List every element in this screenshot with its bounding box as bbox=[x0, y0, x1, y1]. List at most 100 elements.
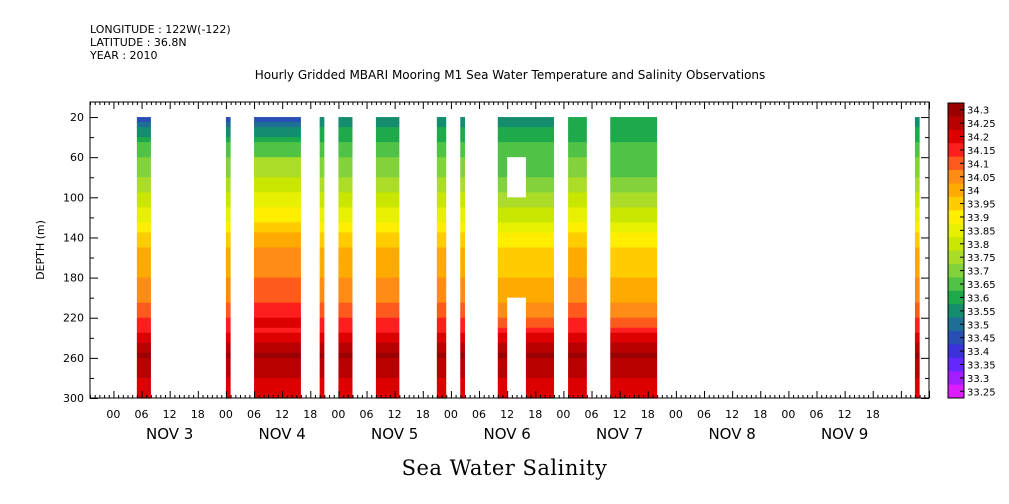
x-tick-label: 12 bbox=[725, 408, 739, 421]
heatmap-cell bbox=[319, 187, 325, 193]
heatmap-cell bbox=[914, 332, 920, 339]
heatmap-cell bbox=[375, 162, 400, 168]
heatmap-cell bbox=[136, 217, 151, 224]
heatmap-cell bbox=[914, 302, 920, 309]
heatmap-cell bbox=[610, 127, 658, 133]
heatmap-cell bbox=[460, 172, 465, 178]
heatmap-cell bbox=[914, 222, 920, 229]
heatmap-cell bbox=[338, 192, 353, 198]
heatmap-cell bbox=[568, 177, 587, 183]
x-day-label: NOV 7 bbox=[596, 425, 643, 443]
colorbar-swatch bbox=[948, 143, 964, 158]
heatmap-cell bbox=[460, 332, 465, 339]
heatmap-cell bbox=[338, 172, 353, 178]
heatmap-cell bbox=[136, 237, 151, 244]
heatmap-cell bbox=[254, 202, 301, 208]
colorbar-label: 33.9 bbox=[967, 213, 989, 224]
heatmap-cell bbox=[254, 262, 301, 269]
heatmap-cell bbox=[338, 277, 353, 284]
heatmap-cell bbox=[436, 187, 447, 193]
heatmap-cell bbox=[225, 192, 231, 198]
colorbar-swatch bbox=[948, 317, 964, 332]
heatmap-cell bbox=[375, 232, 400, 239]
heatmap-cell bbox=[914, 272, 920, 279]
heatmap-cell bbox=[914, 392, 920, 399]
heatmap-cell bbox=[460, 177, 465, 183]
heatmap-cell bbox=[436, 317, 447, 324]
heatmap-cell bbox=[497, 202, 555, 208]
x-tick-label: 18 bbox=[191, 408, 205, 421]
heatmap-cell bbox=[319, 162, 325, 168]
heatmap-cell bbox=[497, 287, 555, 294]
heatmap-cell bbox=[460, 217, 465, 224]
colorbar-swatch bbox=[948, 156, 964, 171]
heatmap-cell bbox=[375, 182, 400, 188]
heatmap-cell bbox=[436, 362, 447, 369]
heatmap-cell bbox=[319, 387, 325, 394]
heatmap-cell bbox=[568, 377, 587, 384]
heatmap-cell bbox=[375, 222, 400, 229]
heatmap-cell bbox=[610, 292, 658, 299]
heatmap-cell bbox=[610, 277, 658, 284]
heatmap-cell bbox=[338, 312, 353, 319]
heatmap-cell bbox=[610, 322, 658, 329]
heatmap-cell bbox=[136, 302, 151, 309]
colorbar-swatch bbox=[948, 223, 964, 238]
heatmap-cell bbox=[568, 312, 587, 319]
missing-data-box bbox=[507, 157, 526, 198]
heatmap-cell bbox=[610, 297, 658, 304]
heatmap-cell bbox=[338, 297, 353, 304]
heatmap-cell bbox=[338, 257, 353, 264]
heatmap-cell bbox=[338, 322, 353, 329]
heatmap-cell bbox=[497, 272, 555, 279]
colorbar-swatch bbox=[948, 371, 964, 385]
heatmap-cell bbox=[914, 197, 920, 203]
heatmap-cell bbox=[497, 292, 555, 299]
x-tick-label: 00 bbox=[669, 408, 683, 421]
heatmap-cell bbox=[375, 172, 400, 178]
heatmap-cell bbox=[497, 152, 555, 158]
heatmap-cell bbox=[375, 142, 400, 148]
heatmap-cell bbox=[914, 342, 920, 349]
heatmap-cell bbox=[319, 367, 325, 374]
colorbar-swatch bbox=[948, 344, 964, 359]
heatmap-cell bbox=[914, 287, 920, 294]
heatmap-cell bbox=[436, 192, 447, 198]
heatmap-cell bbox=[610, 357, 658, 364]
colorbar-swatch bbox=[948, 129, 964, 144]
heatmap-cell bbox=[610, 242, 658, 249]
heatmap-cell bbox=[568, 142, 587, 148]
heatmap-cell bbox=[436, 137, 447, 143]
heatmap-cell bbox=[136, 137, 151, 143]
heatmap-cell bbox=[254, 237, 301, 244]
heatmap-cell bbox=[136, 117, 151, 123]
heatmap-cell bbox=[610, 162, 658, 168]
heatmap-layer bbox=[136, 117, 920, 399]
heatmap-cell bbox=[436, 142, 447, 148]
heatmap-cell bbox=[375, 247, 400, 254]
heatmap-cell bbox=[375, 362, 400, 369]
heatmap-cell bbox=[436, 172, 447, 178]
heatmap-cell bbox=[254, 377, 301, 384]
colorbar-swatch bbox=[948, 250, 964, 265]
heatmap-cell bbox=[375, 302, 400, 309]
heatmap-cell bbox=[914, 192, 920, 198]
heatmap-cell bbox=[319, 327, 325, 334]
heatmap-cell bbox=[460, 137, 465, 143]
heatmap-cell bbox=[914, 367, 920, 374]
heatmap-cell bbox=[460, 222, 465, 229]
heatmap-cell bbox=[914, 307, 920, 314]
heatmap-cell bbox=[254, 367, 301, 374]
heatmap-cell bbox=[319, 307, 325, 314]
heatmap-cell bbox=[568, 182, 587, 188]
heatmap-cell bbox=[254, 182, 301, 188]
heatmap-cell bbox=[568, 187, 587, 193]
heatmap-cell bbox=[319, 167, 325, 173]
x-tick-label: 06 bbox=[585, 408, 599, 421]
heatmap-cell bbox=[319, 292, 325, 299]
y-tick-label: 180 bbox=[63, 272, 84, 285]
heatmap-cell bbox=[338, 377, 353, 384]
heatmap-cell bbox=[254, 252, 301, 259]
heatmap-cell bbox=[254, 292, 301, 299]
heatmap-cell bbox=[436, 222, 447, 229]
